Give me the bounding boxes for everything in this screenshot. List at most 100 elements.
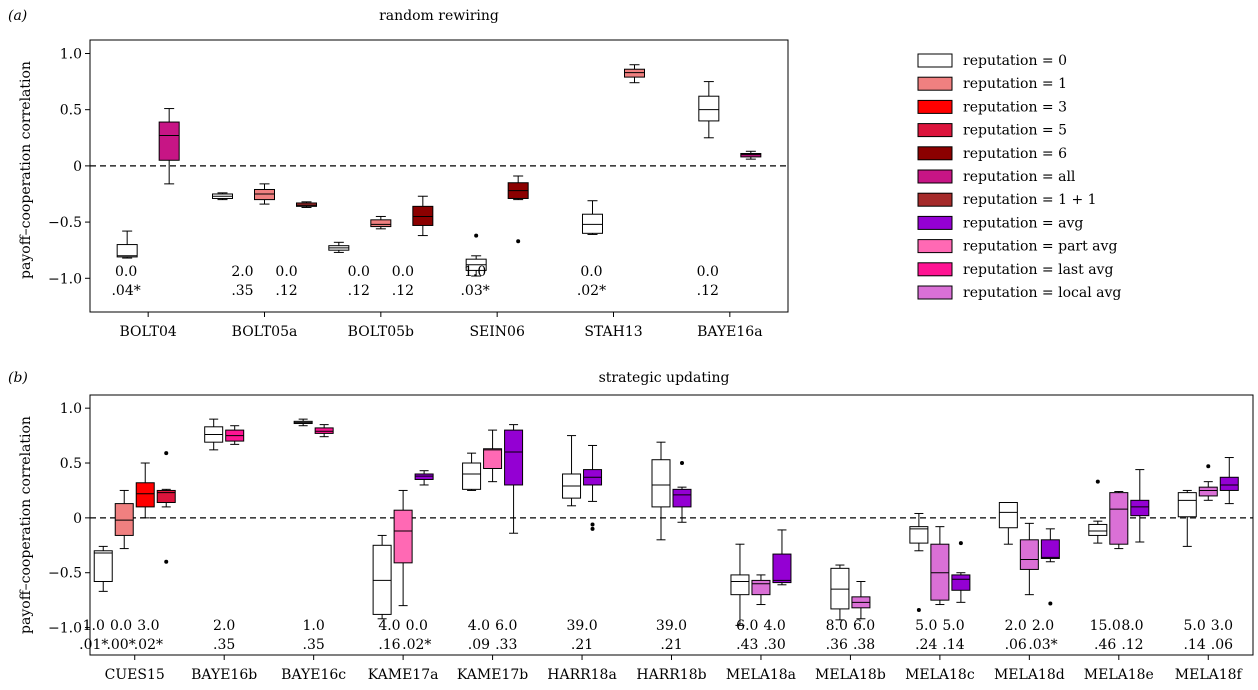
stat-label-top: 39.0 bbox=[566, 618, 597, 634]
stat-label-top: 6.0 bbox=[736, 618, 758, 634]
stat-label-bottom: .09 bbox=[468, 637, 490, 653]
box-repavg bbox=[414, 470, 434, 486]
x-tick-label: KAME17a bbox=[368, 667, 439, 683]
box-repavg bbox=[504, 424, 524, 534]
stat-label-bottom: .12 bbox=[697, 283, 719, 299]
box-replocalavg bbox=[851, 580, 871, 620]
y-tick-label: −0.5 bbox=[48, 215, 82, 231]
x-tick-label: HARR18a bbox=[547, 667, 617, 683]
box-rep0 bbox=[1088, 479, 1108, 544]
box-rep3 bbox=[135, 462, 155, 519]
box-repavg bbox=[951, 541, 971, 603]
box-body bbox=[114, 503, 134, 536]
stat-label-bottom: .12 bbox=[348, 283, 370, 299]
stat-label-top: 4.0 bbox=[468, 618, 490, 634]
stat-label-top: 1.0 bbox=[464, 264, 486, 280]
stat-label-bottom: .16 bbox=[378, 637, 400, 653]
box-body bbox=[909, 526, 929, 544]
box-rep6 bbox=[507, 175, 529, 244]
legend-label-replastavg: reputation = last avg bbox=[963, 262, 1113, 278]
box-repavg bbox=[1219, 457, 1239, 505]
box-rep1 bbox=[370, 215, 392, 230]
box-rep0 bbox=[998, 502, 1018, 545]
legend-label-repavg: reputation = avg bbox=[963, 215, 1083, 231]
box-rep1 bbox=[254, 183, 275, 205]
stat-label-bottom: .46 bbox=[1094, 637, 1116, 653]
box-body bbox=[1130, 499, 1150, 517]
box-rep0 bbox=[293, 418, 313, 427]
stat-label-bottom: .02* bbox=[577, 283, 606, 299]
panel-b-plot: 1.0 0.5 0 −0.5 −1.0 CUES15 BAYE16b BAYE16c KAME1… bbox=[48, 401, 1253, 683]
box-repavg bbox=[672, 461, 692, 523]
box-rep0 bbox=[212, 192, 233, 201]
stat-label-bottom: .14 bbox=[1183, 637, 1205, 653]
box-body bbox=[698, 95, 720, 122]
y-tick-label: 0.5 bbox=[60, 456, 82, 472]
legend-label-rep3: reputation = 3 bbox=[963, 99, 1067, 115]
legend-label-replocalavg: reputation = local avg bbox=[963, 285, 1121, 301]
x-tick-label: KAME17b bbox=[457, 667, 528, 683]
x-tick-label: MELA18a bbox=[726, 667, 796, 683]
outlier-point bbox=[958, 541, 963, 546]
box-rep0 bbox=[204, 418, 224, 451]
stat-label-bottom: .35 bbox=[213, 637, 235, 653]
box-body bbox=[414, 473, 434, 480]
outlier-point bbox=[1206, 464, 1211, 469]
box-rep1 bbox=[624, 64, 645, 84]
y-tick-label: 1.0 bbox=[60, 46, 82, 62]
stat-label-top: 3.0 bbox=[1211, 618, 1233, 634]
box-rep0 bbox=[562, 435, 582, 507]
stat-label-top: 6.0 bbox=[853, 618, 875, 634]
stat-label-top: 4.0 bbox=[763, 618, 785, 634]
legend-swatch-rep6 bbox=[917, 146, 953, 161]
outlier-point bbox=[164, 451, 169, 456]
x-tick-label: MELA18c bbox=[905, 667, 975, 683]
legend-swatch-rep1 bbox=[917, 76, 953, 91]
x-tick-label: BOLT05a bbox=[232, 324, 298, 340]
stat-label-top: 5.0 bbox=[942, 618, 964, 634]
stat-label-top: 0.0 bbox=[392, 264, 414, 280]
box-body bbox=[1109, 492, 1129, 545]
box-body bbox=[254, 188, 275, 201]
box-repall bbox=[158, 108, 180, 185]
box-body bbox=[672, 488, 692, 508]
stat-label-top: 0.0 bbox=[275, 264, 297, 280]
outlier-point bbox=[164, 559, 169, 564]
stat-label-top: 2.0 bbox=[1005, 618, 1027, 634]
box-reppartavg bbox=[393, 489, 413, 607]
box-repavg bbox=[1040, 528, 1060, 606]
box-body bbox=[393, 509, 413, 564]
outlier-point bbox=[590, 522, 595, 527]
legend-swatch-rep3 bbox=[917, 99, 953, 114]
legend-swatch-rep5 bbox=[917, 123, 953, 138]
legend-label-rep11: reputation = 1 + 1 bbox=[963, 192, 1097, 208]
stat-label-top: 5.0 bbox=[915, 618, 937, 634]
y-tick-label: −0.5 bbox=[48, 566, 82, 582]
stat-label-top: 6.0 bbox=[495, 618, 517, 634]
box-body bbox=[1019, 539, 1039, 570]
box-body bbox=[751, 579, 771, 596]
box-body bbox=[730, 574, 750, 596]
outlier-point bbox=[916, 608, 921, 613]
box-body bbox=[1219, 476, 1239, 491]
stat-label-bottom: .06 bbox=[1005, 637, 1027, 653]
legend-swatch-rep0 bbox=[917, 53, 953, 68]
stat-label-top: 0.0 bbox=[110, 618, 132, 634]
stat-label-bottom: .00* bbox=[106, 637, 135, 653]
stat-label-bottom: .21 bbox=[571, 637, 593, 653]
panel-b-ylabel: payoff–cooperation correlation bbox=[18, 416, 34, 634]
stat-label-top: 0.0 bbox=[406, 618, 428, 634]
panel-b: (b) strategic updating payoff–cooperatio… bbox=[8, 370, 1254, 683]
panel-a-plot: 1.0 0.5 0 −0.5 −1.0 BOLT04 BOLT05a BOLT05b SEIN0… bbox=[48, 46, 788, 340]
box-body bbox=[830, 567, 850, 610]
x-tick-label: BAYE16a bbox=[697, 324, 762, 340]
box-repall bbox=[740, 150, 762, 160]
box-body bbox=[951, 574, 971, 591]
stat-label-bottom: .01* bbox=[79, 637, 108, 653]
box-reppartavg bbox=[483, 429, 503, 483]
stat-label-top: 0.0 bbox=[580, 264, 602, 280]
box-replocalavg bbox=[1019, 522, 1039, 596]
box-body bbox=[370, 219, 392, 228]
box-rep0 bbox=[830, 564, 850, 621]
box-body bbox=[483, 448, 503, 470]
